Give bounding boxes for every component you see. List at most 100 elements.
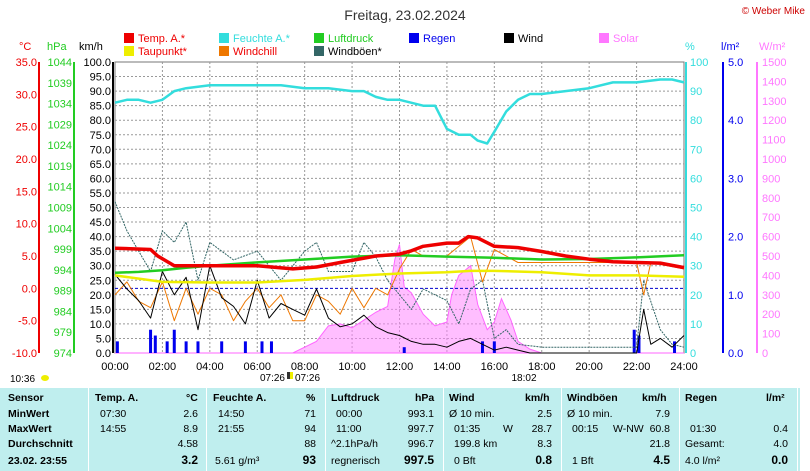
x-tick-label: 10:00 <box>338 361 366 373</box>
hpa-tick-label: 1024 <box>48 140 72 152</box>
hum-min-time: 14:50 <box>218 408 245 420</box>
hdr-wind-unit: km/h <box>525 392 550 404</box>
rain-max-time: 01:30 <box>690 423 717 435</box>
hdr-wind: Wind <box>449 392 475 404</box>
temp-max: 8.9 <box>183 423 198 435</box>
series-feuchte <box>114 78 685 145</box>
unit-pct: % <box>685 41 695 53</box>
x-tick-label: 04:00 <box>196 361 224 373</box>
x-tick-label: 06:00 <box>243 361 271 373</box>
x-tick-label: 16:00 <box>481 361 509 373</box>
temp-tick-label: -10.0 <box>12 348 37 360</box>
solar-tick-label: 300 <box>762 290 780 302</box>
hdr-press: Luftdruck <box>331 392 380 404</box>
wind-current: 0.8 <box>535 453 552 467</box>
kmh-tick-label: 60.0 <box>90 173 111 185</box>
hpa-tick-label: 974 <box>54 348 72 360</box>
solar-tick-label: 1100 <box>762 135 786 147</box>
hdr-temp: Temp. A. <box>95 392 139 404</box>
pct-tick-label: 0 <box>690 348 696 360</box>
pct-tick-label: 80 <box>690 115 702 127</box>
hdr-gust-unit: km/h <box>642 392 667 404</box>
wind-max: 28.7 <box>531 423 552 435</box>
solar-tick-label: 600 <box>762 232 780 244</box>
press-avg: 996.7 <box>407 438 434 450</box>
x-tick-label: 18:00 <box>528 361 556 373</box>
legend: Temp. A.* Feuchte A.* Luftdruck Regen Wi… <box>124 33 639 58</box>
temp-tick-label: 5.0 <box>22 251 37 263</box>
hum-max-time: 21:55 <box>218 423 245 435</box>
hpa-tick-label: 1009 <box>48 203 72 215</box>
sun-markers: 07:26 07:26 18:02 10:36 <box>10 372 537 385</box>
press-max-time: 11:00 <box>336 423 362 435</box>
svg-text:Regen: Regen <box>423 33 455 45</box>
gust-current: 4.5 <box>653 453 670 467</box>
hpa-tick-label: 1034 <box>48 99 72 111</box>
hpa-tick-label: 1004 <box>48 223 72 235</box>
rain-max: 0.4 <box>773 423 788 435</box>
hpa-tick-label: 1039 <box>48 78 72 90</box>
legend-item-windboeen: Windböen* <box>314 46 383 58</box>
pct-tick-label: 60 <box>690 173 702 185</box>
kmh-tick-label: 30.0 <box>90 261 111 273</box>
temp-tick-label: 10.0 <box>16 219 37 231</box>
hpa-tick-label: 989 <box>54 286 72 298</box>
hpa-tick-label: 999 <box>54 244 72 256</box>
gust-bft: 1 Bft <box>572 455 594 467</box>
rain-tick-label: 4.0 <box>728 115 743 127</box>
sunrise-right: 07:26 <box>295 373 320 384</box>
series-wind <box>114 265 685 354</box>
legend-item-taupunkt: Taupunkt* <box>124 46 188 58</box>
hpa-tick-label: 1019 <box>48 161 72 173</box>
wind-run: 199.8 km <box>454 438 498 450</box>
solar-tick-label: 1500 <box>762 57 786 69</box>
rain-bar <box>196 341 200 353</box>
temp-tick-label: 0.0 <box>22 283 37 295</box>
svg-text:Feuchte A.*: Feuchte A.* <box>233 33 291 45</box>
x-tick-label: 02:00 <box>149 361 177 373</box>
kmh-tick-label: 15.0 <box>90 304 111 316</box>
row-label-max: MaxWert <box>8 423 52 435</box>
copyright: © Weber Mike <box>742 6 806 17</box>
legend-item-luftdruck: Luftdruck <box>314 33 374 45</box>
temp-min-time: 07:30 <box>100 408 127 420</box>
hdr-hum: Feuchte A. <box>213 392 267 404</box>
kmh-tick-label: 25.0 <box>90 275 111 287</box>
temp-tick-label: -5.0 <box>18 316 37 328</box>
sunset-time: 18:02 <box>511 373 536 384</box>
hum-min: 71 <box>304 408 316 420</box>
x-tick-label: 00:00 <box>101 361 129 373</box>
hdr-press-unit: hPa <box>415 392 435 404</box>
series-taupunkt <box>114 269 685 284</box>
wind-avg: 8.3 <box>537 438 552 450</box>
rain-bar <box>172 329 176 353</box>
rain-bar <box>632 329 636 353</box>
rain-bar <box>260 341 264 353</box>
sunrise-left: 07:26 <box>260 373 285 384</box>
pct-tick-label: 100 <box>690 57 708 69</box>
wind-avg10-label: Ø 10 min. <box>449 408 495 420</box>
kmh-tick-label: 70.0 <box>90 144 111 156</box>
kmh-tick-label: 100.0 <box>83 57 111 69</box>
kmh-tick-label: 0.0 <box>96 348 111 360</box>
hdr-sensor: Sensor <box>8 392 44 404</box>
wind-max-dir: W <box>503 423 513 435</box>
rain-bar <box>165 341 169 353</box>
press-trend: ^2.1hPa/h <box>331 438 378 450</box>
solar-tick-label: 700 <box>762 212 780 224</box>
kmh-tick-label: 10.0 <box>90 319 111 331</box>
x-tick-label: 24:00 <box>670 361 698 373</box>
kmh-tick-label: 85.0 <box>90 101 111 113</box>
pct-tick-label: 10 <box>690 319 702 331</box>
unit-rain: l/m² <box>721 41 740 53</box>
kmh-tick-label: 65.0 <box>90 159 111 171</box>
x-tick-label: 08:00 <box>291 361 319 373</box>
legend-item-temp: Temp. A.* <box>124 33 186 45</box>
gust-avg: 21.8 <box>649 438 670 450</box>
press-current: 997.5 <box>403 453 434 467</box>
kmh-tick-label: 95.0 <box>90 72 111 84</box>
solar-tick-label: 1200 <box>762 115 786 127</box>
press-min: 993.1 <box>407 408 434 420</box>
kmh-tick-label: 75.0 <box>90 130 111 142</box>
gust-max-dir: W-NW <box>613 423 644 435</box>
